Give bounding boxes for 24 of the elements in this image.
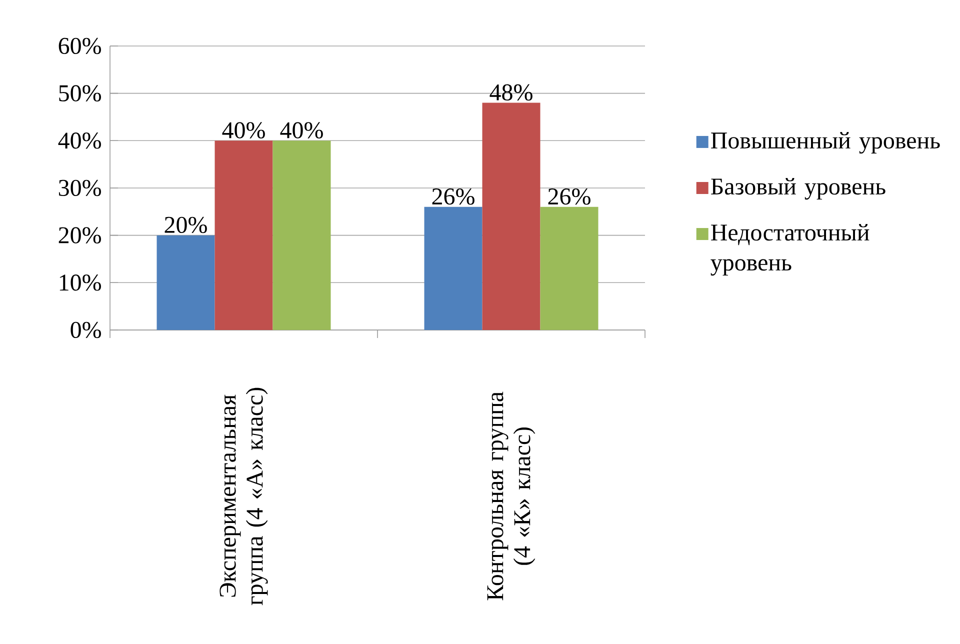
x-tick-label: Контрольная группа (4 «К» класс): [487, 392, 536, 600]
y-tick-label: 20%: [58, 227, 101, 244]
legend-label: Недостаточный уровень: [710, 224, 870, 276]
data-label: 48%: [490, 84, 532, 101]
y-tick-label: 40%: [58, 132, 101, 149]
bar: [156, 235, 215, 330]
legend-label: Базовый уровень: [711, 178, 886, 200]
bar: [540, 206, 598, 330]
y-tick-label: 0%: [70, 322, 101, 338]
legend-label: Повышенный уровень: [711, 132, 940, 154]
data-label: 40%: [280, 122, 323, 138]
y-tick-label: 60%: [58, 38, 101, 54]
data-label: 26%: [548, 188, 590, 205]
y-tick-label: 10%: [60, 274, 101, 291]
bar: [272, 140, 331, 330]
data-label: 26%: [432, 188, 474, 205]
y-tick-label: 30%: [58, 180, 101, 196]
bar: [482, 102, 540, 330]
bar: [214, 140, 273, 330]
bar: [424, 206, 482, 330]
y-tick-label: 50%: [59, 85, 101, 102]
x-tick-label: Экспериментальная группа (4 «А» класс): [220, 388, 268, 606]
data-label: 20%: [164, 216, 207, 234]
data-label: 40%: [222, 122, 265, 138]
